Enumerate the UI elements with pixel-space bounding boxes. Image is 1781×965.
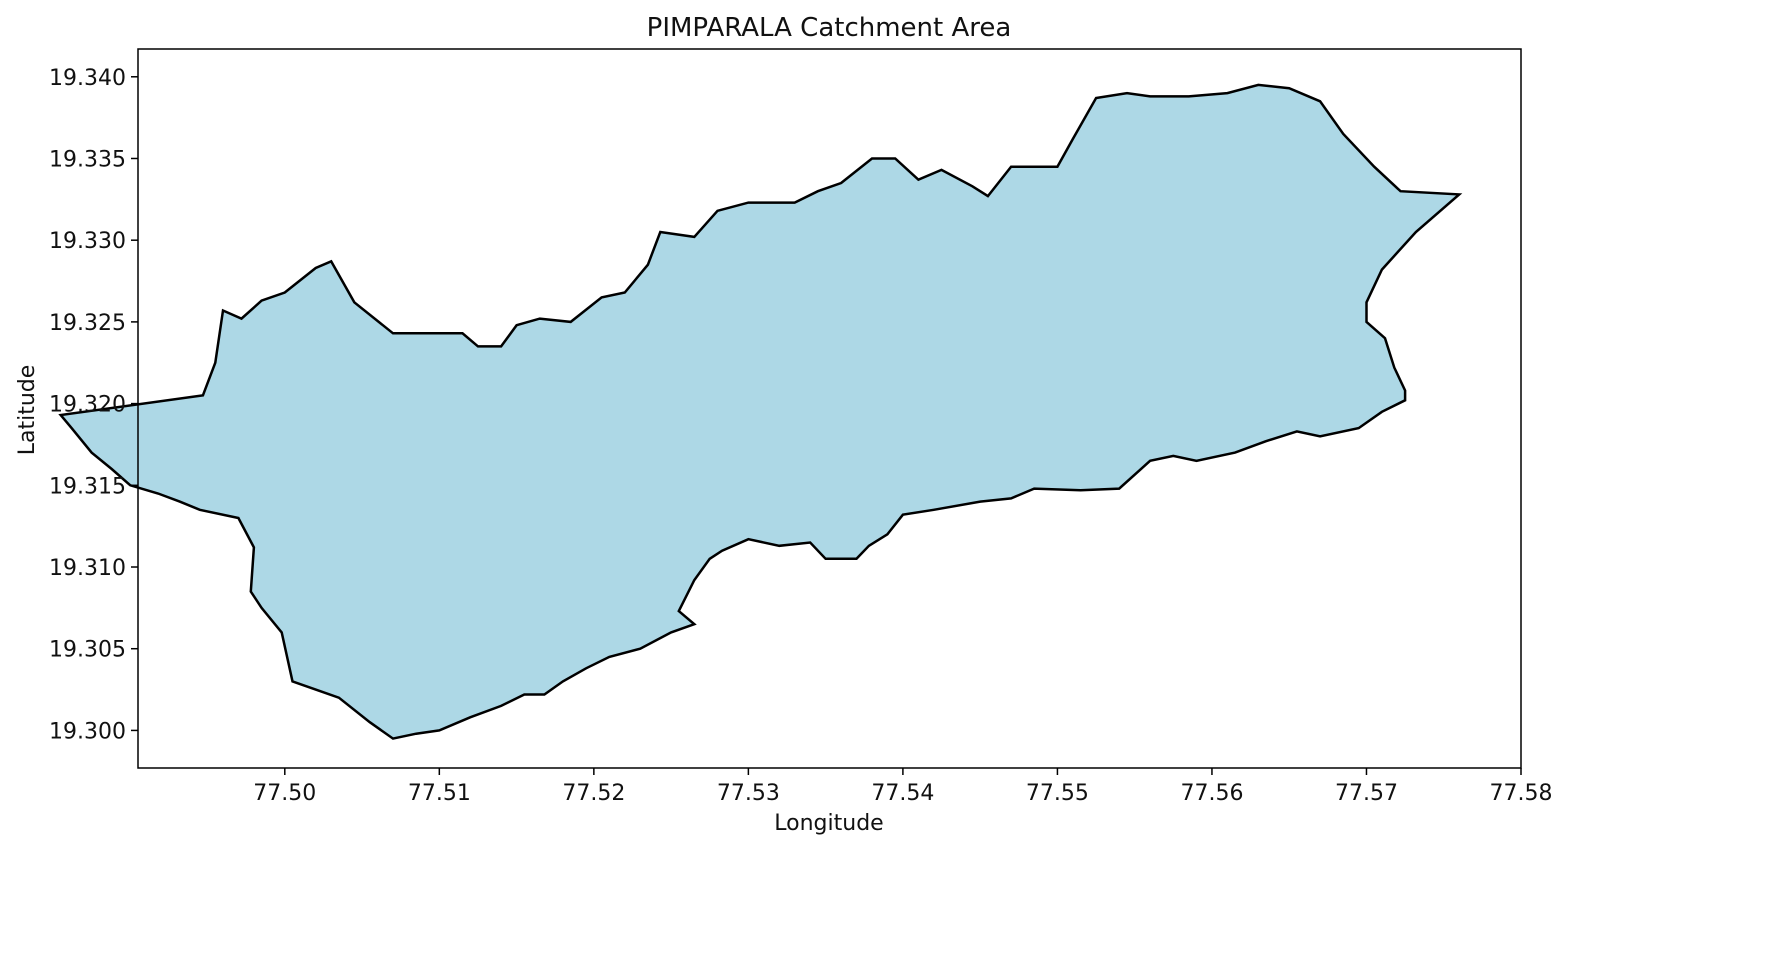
y-tick-label: 19.325	[49, 311, 126, 336]
x-axis-label: Longitude	[774, 811, 883, 836]
x-tick-label: 77.55	[1026, 781, 1089, 806]
y-axis-label: Latitude	[15, 365, 40, 456]
x-tick-label: 77.51	[408, 781, 471, 806]
y-tick-label: 19.330	[49, 229, 126, 254]
y-tick-label: 19.300	[49, 719, 126, 744]
y-tick-label: 19.335	[49, 147, 126, 172]
y-tick-label: 19.310	[49, 556, 126, 581]
y-tick-label: 19.340	[49, 66, 126, 91]
y-tick-label: 19.305	[49, 638, 126, 663]
x-tick-label: 77.53	[717, 781, 780, 806]
x-tick-label: 77.58	[1490, 781, 1553, 806]
plot-area	[58, 83, 1463, 740]
x-axis: 77.50 77.51 77.52 77.53 77.54 77.55 77.56 77.57…	[253, 768, 1552, 806]
x-tick-label: 77.57	[1335, 781, 1398, 806]
chart-title: PIMPARALA Catchment Area	[647, 13, 1012, 43]
x-tick-label: 77.56	[1180, 781, 1243, 806]
y-tick-label: 19.315	[49, 474, 126, 499]
plot-frame	[137, 48, 1522, 769]
x-tick-label: 77.54	[871, 781, 934, 806]
y-axis: 19.300 19.305 19.310 19.315 19.320 19.325 19.3…	[49, 66, 138, 744]
x-tick-label: 77.52	[562, 781, 625, 806]
catchment-area-polygon	[58, 83, 1463, 740]
y-tick-label: 19.320	[49, 393, 126, 418]
x-tick-label: 77.50	[253, 781, 316, 806]
